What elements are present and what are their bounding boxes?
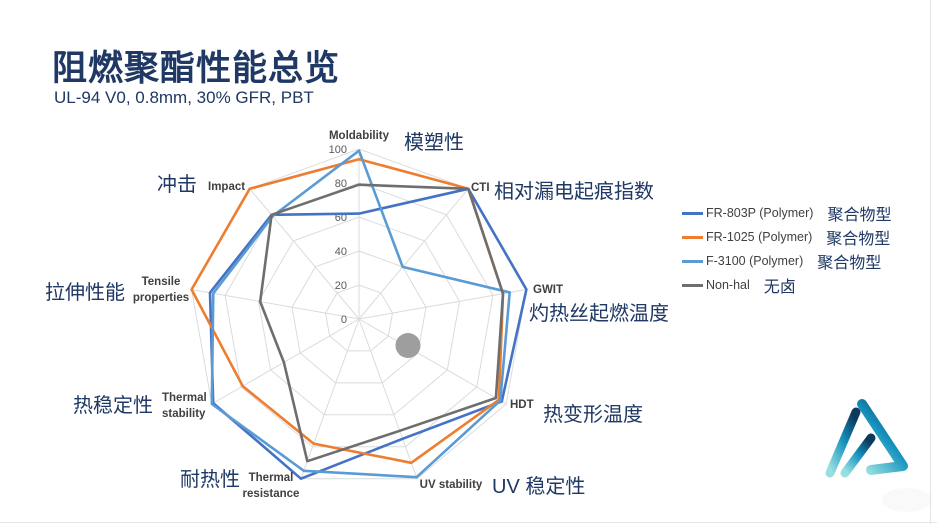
- axis-label-en-cti: CTI: [471, 182, 490, 194]
- legend-line-swatch: [682, 211, 703, 215]
- grid-spoke: [358, 318, 418, 479]
- logo-triangle-middle-stroke: [840, 433, 876, 478]
- grid-spoke: [211, 318, 360, 405]
- grid-spoke: [358, 188, 469, 320]
- legend-item-fr-1025: FR-1025 (Polymer) 聚合物型: [682, 225, 891, 249]
- axis-label-zh-uv-stability: UV 稳定性: [492, 476, 586, 498]
- legend-line-swatch: [682, 259, 703, 263]
- page-subtitle: UL-94 V0, 0.8mm, 30% GFR, PBT: [54, 88, 314, 107]
- radial-tick-label: 0: [341, 314, 347, 326]
- slide-bottom-edge: [0, 522, 937, 523]
- legend-label-zh: 聚合物型: [827, 207, 892, 224]
- axis-label-zh-moldability: 模塑性: [404, 132, 464, 154]
- series-f-3100-polymer-: [210, 149, 512, 479]
- grid-ring-20: [324, 284, 394, 352]
- axis-label-zh-cti: 相对漏电起痕指数: [494, 181, 654, 203]
- axis-label-en-thermal-resistance: Thermal resistance: [243, 472, 300, 500]
- grid-spoke: [300, 318, 360, 479]
- axis-label-zh-thermal-stability: 热稳定性: [73, 395, 153, 417]
- axis-label-en-thermal-stability: Thermal stability: [162, 392, 207, 420]
- legend-label-zh: 聚合物型: [817, 255, 882, 272]
- legend-label: Non-hal: [706, 278, 750, 292]
- logo-triangle-left-stroke: [825, 407, 861, 478]
- grid-spoke: [358, 318, 507, 405]
- legend-item-fr-803p: FR-803P (Polymer) 聚合物型: [682, 201, 891, 225]
- grid-spoke: [358, 289, 527, 320]
- legend-label: F-3100 (Polymer): [706, 254, 804, 268]
- legend-line-swatch: [682, 235, 703, 239]
- grid-ring-80: [224, 182, 494, 448]
- legend-label: FR-803P (Polymer): [706, 206, 814, 220]
- legend-label-zh: 聚合物型: [826, 231, 891, 248]
- slide-right-edge: [930, 0, 931, 524]
- axis-label-en-impact: Impact: [208, 181, 245, 193]
- grid-spoke: [191, 289, 360, 320]
- axis-label-zh-impact: 冲击: [157, 174, 197, 196]
- legend-item-non-hal: Non-hal 无卤: [682, 273, 891, 297]
- watermark-blob: [882, 488, 932, 512]
- logo-triangle-right-stroke: [857, 399, 908, 475]
- series-fr-803p-polymer-: [208, 187, 528, 481]
- legend-item-f-3100: F-3100 (Polymer) 聚合物型: [682, 249, 891, 273]
- legend-label-zh: 无卤: [763, 279, 796, 296]
- gray-dot-marker: [395, 333, 421, 358]
- grid-spoke: [249, 188, 360, 320]
- grid-ring-60: [257, 216, 461, 416]
- radial-tick-label: 20: [335, 280, 347, 292]
- axis-label-en-gwit: GWIT: [533, 284, 563, 296]
- axis-label-en-hdt: HDT: [510, 399, 534, 411]
- axis-label-zh-gwit: 灼热丝起燃温度: [529, 303, 669, 325]
- page-title: 阻燃聚酯性能总览: [52, 49, 341, 88]
- legend-line-swatch: [682, 283, 703, 287]
- series-non-hal: [258, 183, 505, 463]
- radial-tick-label: 100: [329, 144, 347, 156]
- legend-label: FR-1025 (Polymer): [706, 230, 813, 244]
- axis-label-en-uv-stability: UV stability: [420, 479, 483, 491]
- axis-label-zh-hdt: 热变形温度: [543, 404, 643, 426]
- brand-logo: [825, 399, 932, 512]
- axis-label-en-tensile-properties: Tensile properties: [133, 276, 189, 304]
- radial-tick-label: 40: [335, 246, 347, 258]
- axis-label-zh-thermal-resistance: 耐热性: [180, 469, 240, 491]
- radial-tick-label: 80: [335, 178, 347, 190]
- axis-label-zh-tensile: 拉伸性能: [45, 282, 125, 304]
- axis-label-en-moldability: Moldability: [329, 130, 390, 142]
- legend: FR-803P (Polymer) 聚合物型 FR-1025 (Polymer)…: [682, 201, 891, 297]
- grid-ring-40: [291, 250, 427, 384]
